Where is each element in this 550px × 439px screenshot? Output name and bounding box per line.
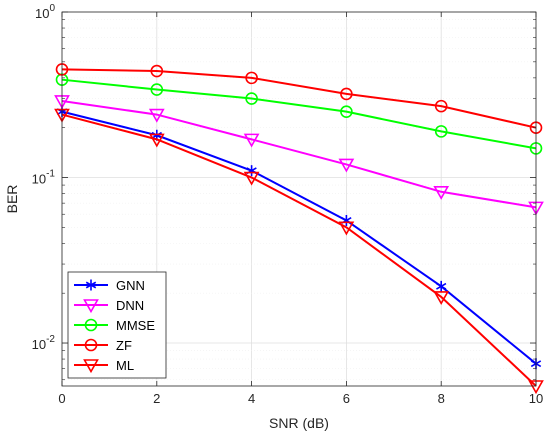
data-point — [85, 279, 97, 291]
x-tick-label: 8 — [438, 391, 445, 406]
data-point — [433, 185, 450, 200]
x-tick-label: 2 — [153, 391, 160, 406]
x-tick-label: 0 — [58, 391, 65, 406]
data-point — [83, 359, 99, 374]
legend-label: MMSE — [116, 318, 155, 333]
data-point — [150, 83, 164, 96]
series-line-ml — [61, 113, 537, 387]
legend-item-mmse: MMSE — [74, 318, 155, 333]
data-point — [338, 221, 355, 236]
data-point — [340, 87, 353, 101]
series-ml — [54, 108, 544, 395]
data-point — [245, 92, 258, 105]
asterisk-stroke — [151, 131, 162, 139]
series-line-mmse — [61, 78, 537, 150]
y-tick-label: 10-2 — [32, 334, 56, 352]
legend-label: ZF — [116, 338, 132, 353]
x-axis-label: SNR (dB) — [269, 415, 329, 431]
series-line-zf — [61, 68, 537, 129]
legend: GNN DNN MMSE ZF ML — [67, 271, 167, 379]
asterisk-stroke — [85, 281, 97, 289]
legend-label: GNN — [116, 278, 145, 293]
legend-item-ml: ML — [74, 358, 134, 374]
series-layer — [54, 63, 544, 395]
legend-item-dnn: DNN — [74, 298, 144, 314]
data-point — [83, 299, 99, 314]
series-zf — [55, 63, 543, 134]
x-tick-label: 4 — [248, 391, 255, 406]
data-point — [84, 318, 98, 332]
legend-label: ML — [116, 358, 134, 373]
data-point — [243, 171, 260, 186]
data-point — [434, 99, 448, 113]
data-point — [436, 280, 447, 292]
y-tick-label: 10-1 — [32, 169, 56, 187]
data-point — [245, 71, 258, 85]
legend-item-zf: ZF — [74, 338, 132, 353]
data-point — [148, 108, 165, 123]
ticks: 0 2 4 6 8 10 100 10-1 10-2 — [32, 3, 544, 406]
series-line-gnn — [61, 110, 537, 365]
data-point — [150, 64, 164, 78]
data-point — [340, 105, 353, 118]
asterisk-stroke — [436, 282, 447, 290]
data-point — [243, 133, 260, 148]
plot-frame — [61, 11, 537, 387]
x-tick-label: 6 — [343, 391, 350, 406]
y-axis-label: BER — [4, 185, 20, 214]
data-point — [338, 158, 355, 173]
x-tick-label: 10 — [529, 391, 543, 406]
y-tick-label: 100 — [35, 3, 55, 21]
data-point — [434, 125, 448, 138]
data-point — [84, 338, 98, 352]
series-line-dnn — [61, 99, 537, 209]
data-point — [148, 133, 165, 148]
data-point — [433, 291, 450, 306]
legend-label: DNN — [116, 298, 144, 313]
legend-item-gnn: GNN — [74, 278, 145, 293]
